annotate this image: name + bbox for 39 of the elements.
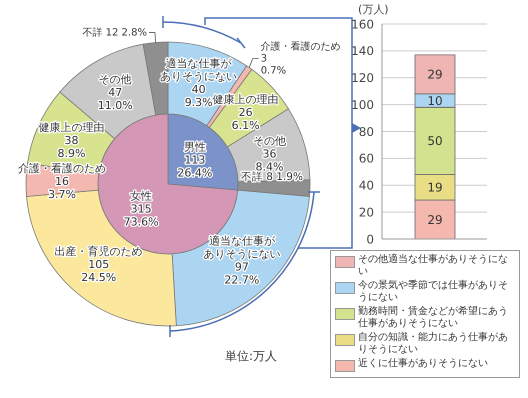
y-tick-label: 40 (358, 178, 374, 193)
y-tick-label: 80 (358, 124, 374, 139)
y-axis-title: (万人) (358, 2, 389, 17)
legend-label: 自分の知識・能力にあう仕事がありそうにない (358, 332, 509, 356)
y-tick-label: 20 (358, 205, 374, 220)
y-tick-label: 140 (351, 44, 374, 58)
y-tick-label: 100 (351, 98, 374, 112)
data-label: 38 8.9% (57, 134, 86, 160)
slice-label: 不詳 12 2.8% (82, 26, 147, 38)
data-label: 19 (427, 180, 443, 195)
data-label: 97 22.7% (224, 260, 260, 286)
data-label: 40 9.3% (184, 82, 213, 109)
text: 単位:万人 (225, 348, 278, 365)
data-label: 29 (427, 68, 443, 82)
slice-label: その他 (98, 72, 132, 86)
data-label: 10 (427, 94, 443, 108)
slice-label: 女性 (130, 189, 152, 202)
legend-label: 今の景気や季節では仕事がありそうにない (358, 280, 509, 304)
legend-label: その他適当な仕事がありそうにない (358, 254, 509, 278)
data-label: 47 11.0% (98, 86, 133, 112)
slice-label: 健康上の理由 (38, 120, 104, 134)
data-label: 105 24.5% (81, 258, 116, 284)
data-label: 3 0.7% (260, 53, 286, 76)
data-label: 113 26.4% (177, 152, 212, 179)
data-label: 50 (427, 134, 443, 148)
slice-label: 介護・看護のため (260, 40, 341, 52)
y-tick-label: 120 (351, 71, 374, 86)
data-label: 29 (427, 212, 443, 227)
legend-label: 勤務時間・賃金などが希望にあう仕事がありそうにない (358, 306, 509, 330)
slice-label: その他 (252, 134, 286, 147)
legend-label: 近くに仕事がありそうにない (358, 358, 488, 370)
slice-label: 出産・育児のため (54, 244, 143, 258)
y-tick-label: 60 (358, 152, 374, 166)
y-tick-label: 0 (366, 232, 374, 246)
slice-label: 男性 (184, 140, 206, 153)
y-tick-label: 160 (351, 17, 374, 32)
data-label: 315 73.6% (124, 202, 159, 228)
data-label: 26 6.1% (232, 105, 260, 132)
slice-label: 適当な仕事がありそうにない (203, 234, 280, 260)
